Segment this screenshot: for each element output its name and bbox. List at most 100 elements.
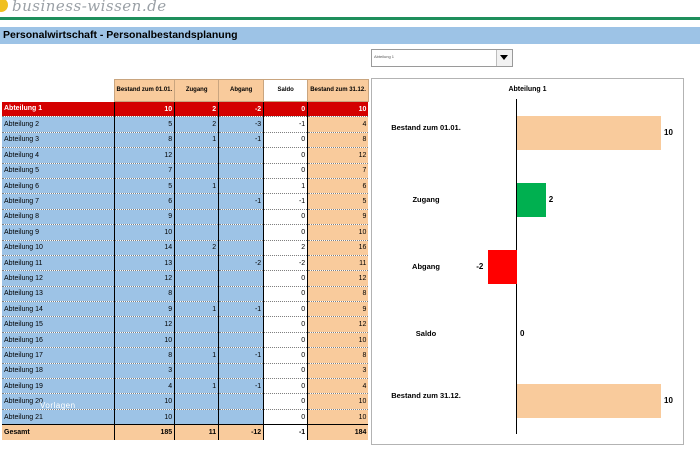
cell-in[interactable] xyxy=(174,147,219,164)
cell-in[interactable]: 1 xyxy=(174,378,219,395)
cell-end[interactable]: 10 xyxy=(307,332,369,349)
cell-out[interactable]: -12 xyxy=(218,424,264,441)
cell-in[interactable] xyxy=(174,332,219,349)
row-label[interactable]: Abteilung 8 xyxy=(2,209,114,226)
row-label[interactable]: Abteilung 13 xyxy=(2,286,114,303)
cell-start[interactable]: 9 xyxy=(113,301,175,318)
cell-start[interactable]: 10 xyxy=(113,393,175,410)
row-label[interactable]: Abteilung 7 xyxy=(2,193,114,210)
cell-start[interactable]: 6 xyxy=(113,193,175,210)
cell-out[interactable] xyxy=(218,209,264,226)
cell-out[interactable] xyxy=(218,270,264,287)
cell-out[interactable] xyxy=(218,332,264,349)
cell-start[interactable]: 10 xyxy=(113,332,175,349)
cell-in[interactable] xyxy=(174,209,219,226)
cell-in[interactable] xyxy=(174,363,219,380)
row-label[interactable]: Abteilung 19 xyxy=(2,378,114,395)
cell-start[interactable]: 13 xyxy=(113,255,175,272)
cell-in[interactable] xyxy=(174,224,219,241)
cell-start[interactable]: 7 xyxy=(113,163,175,179)
cell-out[interactable] xyxy=(218,224,264,241)
cell-end[interactable]: 11 xyxy=(307,255,369,272)
cell-in[interactable]: 1 xyxy=(174,301,219,318)
row-label[interactable]: Abteilung 15 xyxy=(2,316,114,333)
row-label[interactable]: Abteilung 1 xyxy=(2,101,114,118)
cell-start[interactable]: 3 xyxy=(113,363,175,380)
cell-out[interactable] xyxy=(218,147,264,164)
cell-in[interactable] xyxy=(174,393,219,410)
cell-out[interactable]: -2 xyxy=(218,101,264,118)
cell-end[interactable]: 7 xyxy=(307,163,369,179)
cell-end[interactable]: 9 xyxy=(307,209,369,226)
cell-saldo[interactable]: 0 xyxy=(263,270,308,287)
cell-in[interactable]: 2 xyxy=(174,240,219,256)
cell-end[interactable]: 12 xyxy=(307,316,369,333)
cell-end[interactable]: 10 xyxy=(307,393,369,410)
cell-end[interactable]: 12 xyxy=(307,270,369,287)
cell-saldo[interactable]: 0 xyxy=(263,409,308,426)
row-label[interactable]: Abteilung 18 xyxy=(2,363,114,380)
cell-saldo[interactable]: 0 xyxy=(263,209,308,226)
row-label[interactable]: Abteilung 14 xyxy=(2,301,114,318)
cell-start[interactable]: 10 xyxy=(113,409,175,426)
cell-out[interactable]: -3 xyxy=(218,116,264,133)
cell-in[interactable] xyxy=(174,316,219,333)
cell-end[interactable]: 4 xyxy=(307,378,369,395)
cell-start[interactable]: 10 xyxy=(113,224,175,241)
cell-in[interactable]: 1 xyxy=(174,132,219,149)
row-label[interactable]: Abteilung 21 xyxy=(2,409,114,426)
cell-saldo[interactable]: 0 xyxy=(263,332,308,349)
cell-out[interactable]: -1 xyxy=(218,301,264,318)
cell-saldo[interactable]: 0 xyxy=(263,224,308,241)
cell-end[interactable]: 6 xyxy=(307,178,369,195)
cell-end[interactable]: 8 xyxy=(307,347,369,364)
cell-saldo[interactable]: 0 xyxy=(263,286,308,303)
cell-saldo[interactable]: 0 xyxy=(263,347,308,364)
cell-start[interactable]: 4 xyxy=(113,378,175,395)
cell-start[interactable]: 12 xyxy=(113,147,175,164)
department-select[interactable]: Abteilung 1 xyxy=(371,49,513,67)
cell-saldo[interactable]: 2 xyxy=(263,240,308,256)
cell-start[interactable]: 12 xyxy=(113,270,175,287)
row-label[interactable]: Abteilung 6 xyxy=(2,178,114,195)
cell-in[interactable]: 2 xyxy=(174,116,219,133)
cell-end[interactable]: 10 xyxy=(307,224,369,241)
cell-saldo[interactable]: 0 xyxy=(263,301,308,318)
cell-out[interactable]: -1 xyxy=(218,347,264,364)
cell-out[interactable] xyxy=(218,163,264,179)
cell-in[interactable] xyxy=(174,409,219,426)
cell-end[interactable]: 8 xyxy=(307,286,369,303)
cell-start[interactable]: 8 xyxy=(113,347,175,364)
cell-end[interactable]: 8 xyxy=(307,132,369,149)
row-label[interactable]: Abteilung 10 xyxy=(2,240,114,256)
cell-start[interactable]: 8 xyxy=(113,132,175,149)
cell-start[interactable]: 9 xyxy=(113,209,175,226)
cell-out[interactable] xyxy=(218,178,264,195)
cell-out[interactable]: -1 xyxy=(218,132,264,149)
row-label[interactable]: Abteilung 9 xyxy=(2,224,114,241)
cell-out[interactable] xyxy=(218,240,264,256)
cell-saldo[interactable]: 0 xyxy=(263,393,308,410)
row-label[interactable]: Abteilung 5 xyxy=(2,163,114,179)
cell-saldo[interactable]: 0 xyxy=(263,147,308,164)
cell-out[interactable] xyxy=(218,286,264,303)
row-label[interactable]: Abteilung 16 xyxy=(2,332,114,349)
cell-end[interactable]: 5 xyxy=(307,193,369,210)
cell-end[interactable]: 16 xyxy=(307,240,369,256)
cell-out[interactable] xyxy=(218,409,264,426)
cell-end[interactable]: 10 xyxy=(307,409,369,426)
cell-saldo[interactable]: 0 xyxy=(263,132,308,149)
cell-out[interactable]: -1 xyxy=(218,378,264,395)
cell-saldo[interactable]: 0 xyxy=(263,101,308,118)
cell-in[interactable] xyxy=(174,255,219,272)
row-label[interactable]: Abteilung 11 xyxy=(2,255,114,272)
cell-saldo[interactable]: -1 xyxy=(263,116,308,133)
cell-in[interactable]: 1 xyxy=(174,178,219,195)
row-label[interactable]: Abteilung 12 xyxy=(2,270,114,287)
cell-end[interactable]: 12 xyxy=(307,147,369,164)
cell-start[interactable]: 5 xyxy=(113,178,175,195)
cell-end[interactable]: 3 xyxy=(307,363,369,380)
cell-saldo[interactable]: 0 xyxy=(263,163,308,179)
row-label[interactable]: Abteilung 17 xyxy=(2,347,114,364)
cell-in[interactable]: 2 xyxy=(174,101,219,118)
